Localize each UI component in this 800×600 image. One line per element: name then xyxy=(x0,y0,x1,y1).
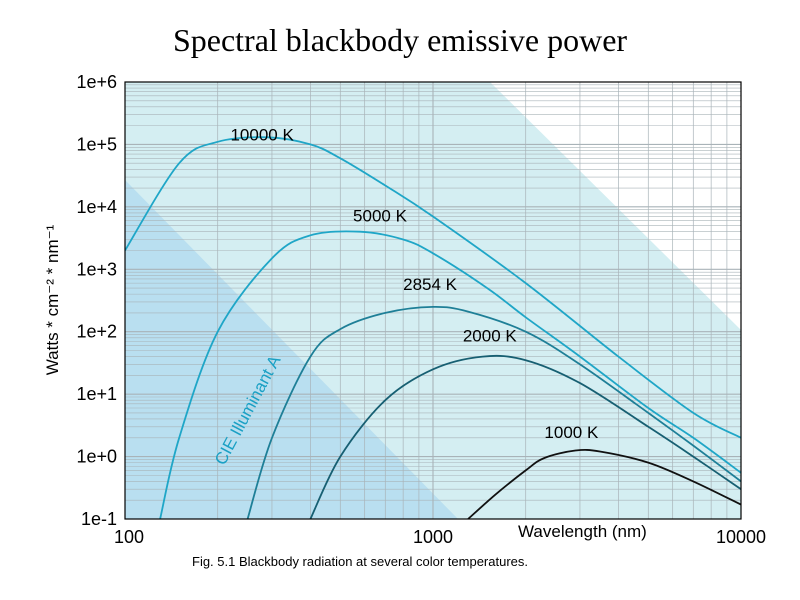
x-axis-label: Wavelength (nm) xyxy=(518,522,647,541)
figure-caption: Fig. 5.1 Blackbody radiation at several … xyxy=(192,554,529,569)
curve-labels: 10000 K 5000 K 2854 K 2000 K 1000 K xyxy=(230,125,598,442)
grid xyxy=(125,82,741,519)
y-tick-label: 1e+3 xyxy=(76,259,117,279)
y-tick-label: 1e+2 xyxy=(76,322,117,342)
curve-label: 2000 K xyxy=(463,327,518,346)
y-tick-label: 1e+5 xyxy=(76,134,117,154)
series-line-10000k xyxy=(125,136,741,439)
series-line-2000k xyxy=(309,354,741,519)
x-tick-labels: 100 1000 10000 xyxy=(114,527,766,547)
y-tick-labels: 1e-1 1e+0 1e+1 1e+2 1e+3 1e+4 1e+5 1e+6 xyxy=(76,72,117,529)
series-line-2854k xyxy=(246,305,741,519)
plot-frame xyxy=(124,81,742,520)
curve-label: 5000 K xyxy=(353,207,408,226)
series-line-5000k xyxy=(159,230,741,519)
y-tick-label: 1e+0 xyxy=(76,447,117,467)
curve-label: 1000 K xyxy=(544,423,599,442)
uv-region xyxy=(125,180,458,519)
y-axis-label-text: Watts * cm⁻² * nm⁻¹ xyxy=(43,224,62,375)
slide-title: Spectral blackbody emissive power xyxy=(172,22,628,58)
series-layer xyxy=(125,136,741,519)
x-tick-label: 1000 xyxy=(413,527,453,547)
y-tick-label: 1e+4 xyxy=(76,197,117,217)
x-tick-label: 100 xyxy=(114,527,144,547)
y-tick-label: 1e+1 xyxy=(76,384,117,404)
series-line-1000k xyxy=(467,448,741,519)
y-tick-label: 1e+6 xyxy=(76,72,117,92)
y-axis-label: Watts * cm⁻² * nm⁻¹ xyxy=(43,224,62,375)
curve-label: 10000 K xyxy=(230,125,294,144)
y-tick-label: 1e-1 xyxy=(81,509,117,529)
curve-label: 2854 K xyxy=(403,275,458,294)
x-tick-label: 10000 xyxy=(716,527,766,547)
